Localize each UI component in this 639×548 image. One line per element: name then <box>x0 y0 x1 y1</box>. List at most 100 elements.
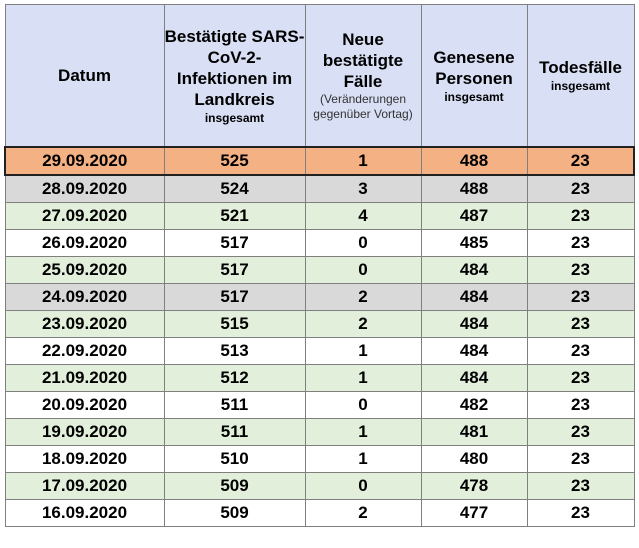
cell-recovered: 480 <box>420 445 528 473</box>
cell-confirmed: 511 <box>163 391 306 419</box>
table-row: 19.09.2020 511 1 481 23 <box>4 418 635 446</box>
cell-recovered: 482 <box>420 391 528 419</box>
header-bestaetigte-label: Bestätigte SARS-CoV-2-Infektionen im Lan… <box>164 26 305 109</box>
cell-date: 18.09.2020 <box>4 445 165 473</box>
cell-date: 17.09.2020 <box>4 472 165 500</box>
cell-date: 26.09.2020 <box>4 229 165 257</box>
cell-recovered: 484 <box>420 283 528 311</box>
cell-new: 1 <box>304 364 422 392</box>
cell-confirmed: 509 <box>163 499 306 527</box>
cell-recovered: 487 <box>420 202 528 230</box>
table-row: 16.09.2020 509 2 477 23 <box>4 499 635 527</box>
cell-recovered: 488 <box>420 146 528 176</box>
cell-confirmed: 510 <box>163 445 306 473</box>
header-datum: Datum <box>4 4 165 148</box>
table-header: Datum Bestätigte SARS-CoV-2-Infektionen … <box>4 4 635 148</box>
cell-new: 2 <box>304 499 422 527</box>
cell-new: 1 <box>304 146 422 176</box>
cell-date: 21.09.2020 <box>4 364 165 392</box>
cell-deaths: 23 <box>526 310 635 338</box>
header-datum-label: Datum <box>58 66 111 85</box>
header-genesene-label: Genesene Personen <box>433 47 515 88</box>
cell-date: 16.09.2020 <box>4 499 165 527</box>
cell-deaths: 23 <box>526 499 635 527</box>
cell-date: 19.09.2020 <box>4 418 165 446</box>
cell-recovered: 484 <box>420 337 528 365</box>
cell-recovered: 484 <box>420 310 528 338</box>
header-row: Datum Bestätigte SARS-CoV-2-Infektionen … <box>4 4 635 148</box>
cell-confirmed: 511 <box>163 418 306 446</box>
table-row: 27.09.2020 521 4 487 23 <box>4 202 635 230</box>
cell-date: 25.09.2020 <box>4 256 165 284</box>
table-row: 24.09.2020 517 2 484 23 <box>4 283 635 311</box>
header-neue: Neue bestätigte Fälle (Veränderungen geg… <box>304 4 422 148</box>
cell-new: 2 <box>304 283 422 311</box>
cell-deaths: 23 <box>526 229 635 257</box>
cell-new: 0 <box>304 229 422 257</box>
cell-recovered: 488 <box>420 174 528 203</box>
cell-confirmed: 517 <box>163 283 306 311</box>
cell-date: 27.09.2020 <box>4 202 165 230</box>
cell-date: 22.09.2020 <box>4 337 165 365</box>
table-row: 20.09.2020 511 0 482 23 <box>4 391 635 419</box>
cell-new: 0 <box>304 391 422 419</box>
cell-confirmed: 525 <box>163 146 306 176</box>
cell-recovered: 481 <box>420 418 528 446</box>
cell-date: 24.09.2020 <box>4 283 165 311</box>
table-row: 25.09.2020 517 0 484 23 <box>4 256 635 284</box>
cell-confirmed: 517 <box>163 256 306 284</box>
cell-new: 3 <box>304 174 422 203</box>
cell-confirmed: 524 <box>163 174 306 203</box>
cell-deaths: 23 <box>526 337 635 365</box>
table-row: 22.09.2020 513 1 484 23 <box>4 337 635 365</box>
table-row: 17.09.2020 509 0 478 23 <box>4 472 635 500</box>
header-todesfaelle-label: Todesfälle <box>539 58 622 77</box>
cell-new: 4 <box>304 202 422 230</box>
cell-date: 20.09.2020 <box>4 391 165 419</box>
cell-recovered: 477 <box>420 499 528 527</box>
cell-new: 2 <box>304 310 422 338</box>
header-todesfaelle-sub: insgesamt <box>550 79 611 93</box>
cell-deaths: 23 <box>526 146 635 176</box>
cell-new: 1 <box>304 418 422 446</box>
cell-date: 23.09.2020 <box>4 310 165 338</box>
cell-confirmed: 517 <box>163 229 306 257</box>
cell-deaths: 23 <box>526 283 635 311</box>
header-bestaetigte: Bestätigte SARS-CoV-2-Infektionen im Lan… <box>163 4 306 148</box>
cell-recovered: 478 <box>420 472 528 500</box>
cell-date: 28.09.2020 <box>4 174 165 203</box>
header-todesfaelle: Todesfälle insgesamt <box>526 4 635 148</box>
cell-deaths: 23 <box>526 472 635 500</box>
header-bestaetigte-sub: insgesamt <box>204 110 265 125</box>
cell-deaths: 23 <box>526 445 635 473</box>
cell-deaths: 23 <box>526 202 635 230</box>
cell-deaths: 23 <box>526 256 635 284</box>
cell-new: 1 <box>304 337 422 365</box>
cell-new: 0 <box>304 256 422 284</box>
cell-confirmed: 521 <box>163 202 306 230</box>
cell-confirmed: 512 <box>163 364 306 392</box>
table-body: 29.09.2020 525 1 488 23 28.09.2020 524 3… <box>4 146 635 527</box>
cell-recovered: 485 <box>420 229 528 257</box>
header-neue-note: (Veränderungen gegenüber Vortag) <box>313 92 413 121</box>
header-genesene: Genesene Personen insgesamt <box>420 4 528 148</box>
cell-new: 0 <box>304 472 422 500</box>
cell-recovered: 484 <box>420 364 528 392</box>
cell-deaths: 23 <box>526 364 635 392</box>
table-row: 29.09.2020 525 1 488 23 <box>4 146 635 176</box>
covid-statistics-table: Datum Bestätigte SARS-CoV-2-Infektionen … <box>4 4 635 527</box>
cell-confirmed: 509 <box>163 472 306 500</box>
cell-confirmed: 513 <box>163 337 306 365</box>
cell-date: 29.09.2020 <box>4 146 165 176</box>
cell-new: 1 <box>304 445 422 473</box>
cell-deaths: 23 <box>526 418 635 446</box>
covid-statistics-table-container: Datum Bestätigte SARS-CoV-2-Infektionen … <box>4 4 635 527</box>
cell-deaths: 23 <box>526 391 635 419</box>
cell-recovered: 484 <box>420 256 528 284</box>
header-genesene-sub: insgesamt <box>444 89 504 104</box>
table-row: 28.09.2020 524 3 488 23 <box>4 174 635 203</box>
cell-confirmed: 515 <box>163 310 306 338</box>
table-row: 18.09.2020 510 1 480 23 <box>4 445 635 473</box>
table-row: 21.09.2020 512 1 484 23 <box>4 364 635 392</box>
table-row: 23.09.2020 515 2 484 23 <box>4 310 635 338</box>
